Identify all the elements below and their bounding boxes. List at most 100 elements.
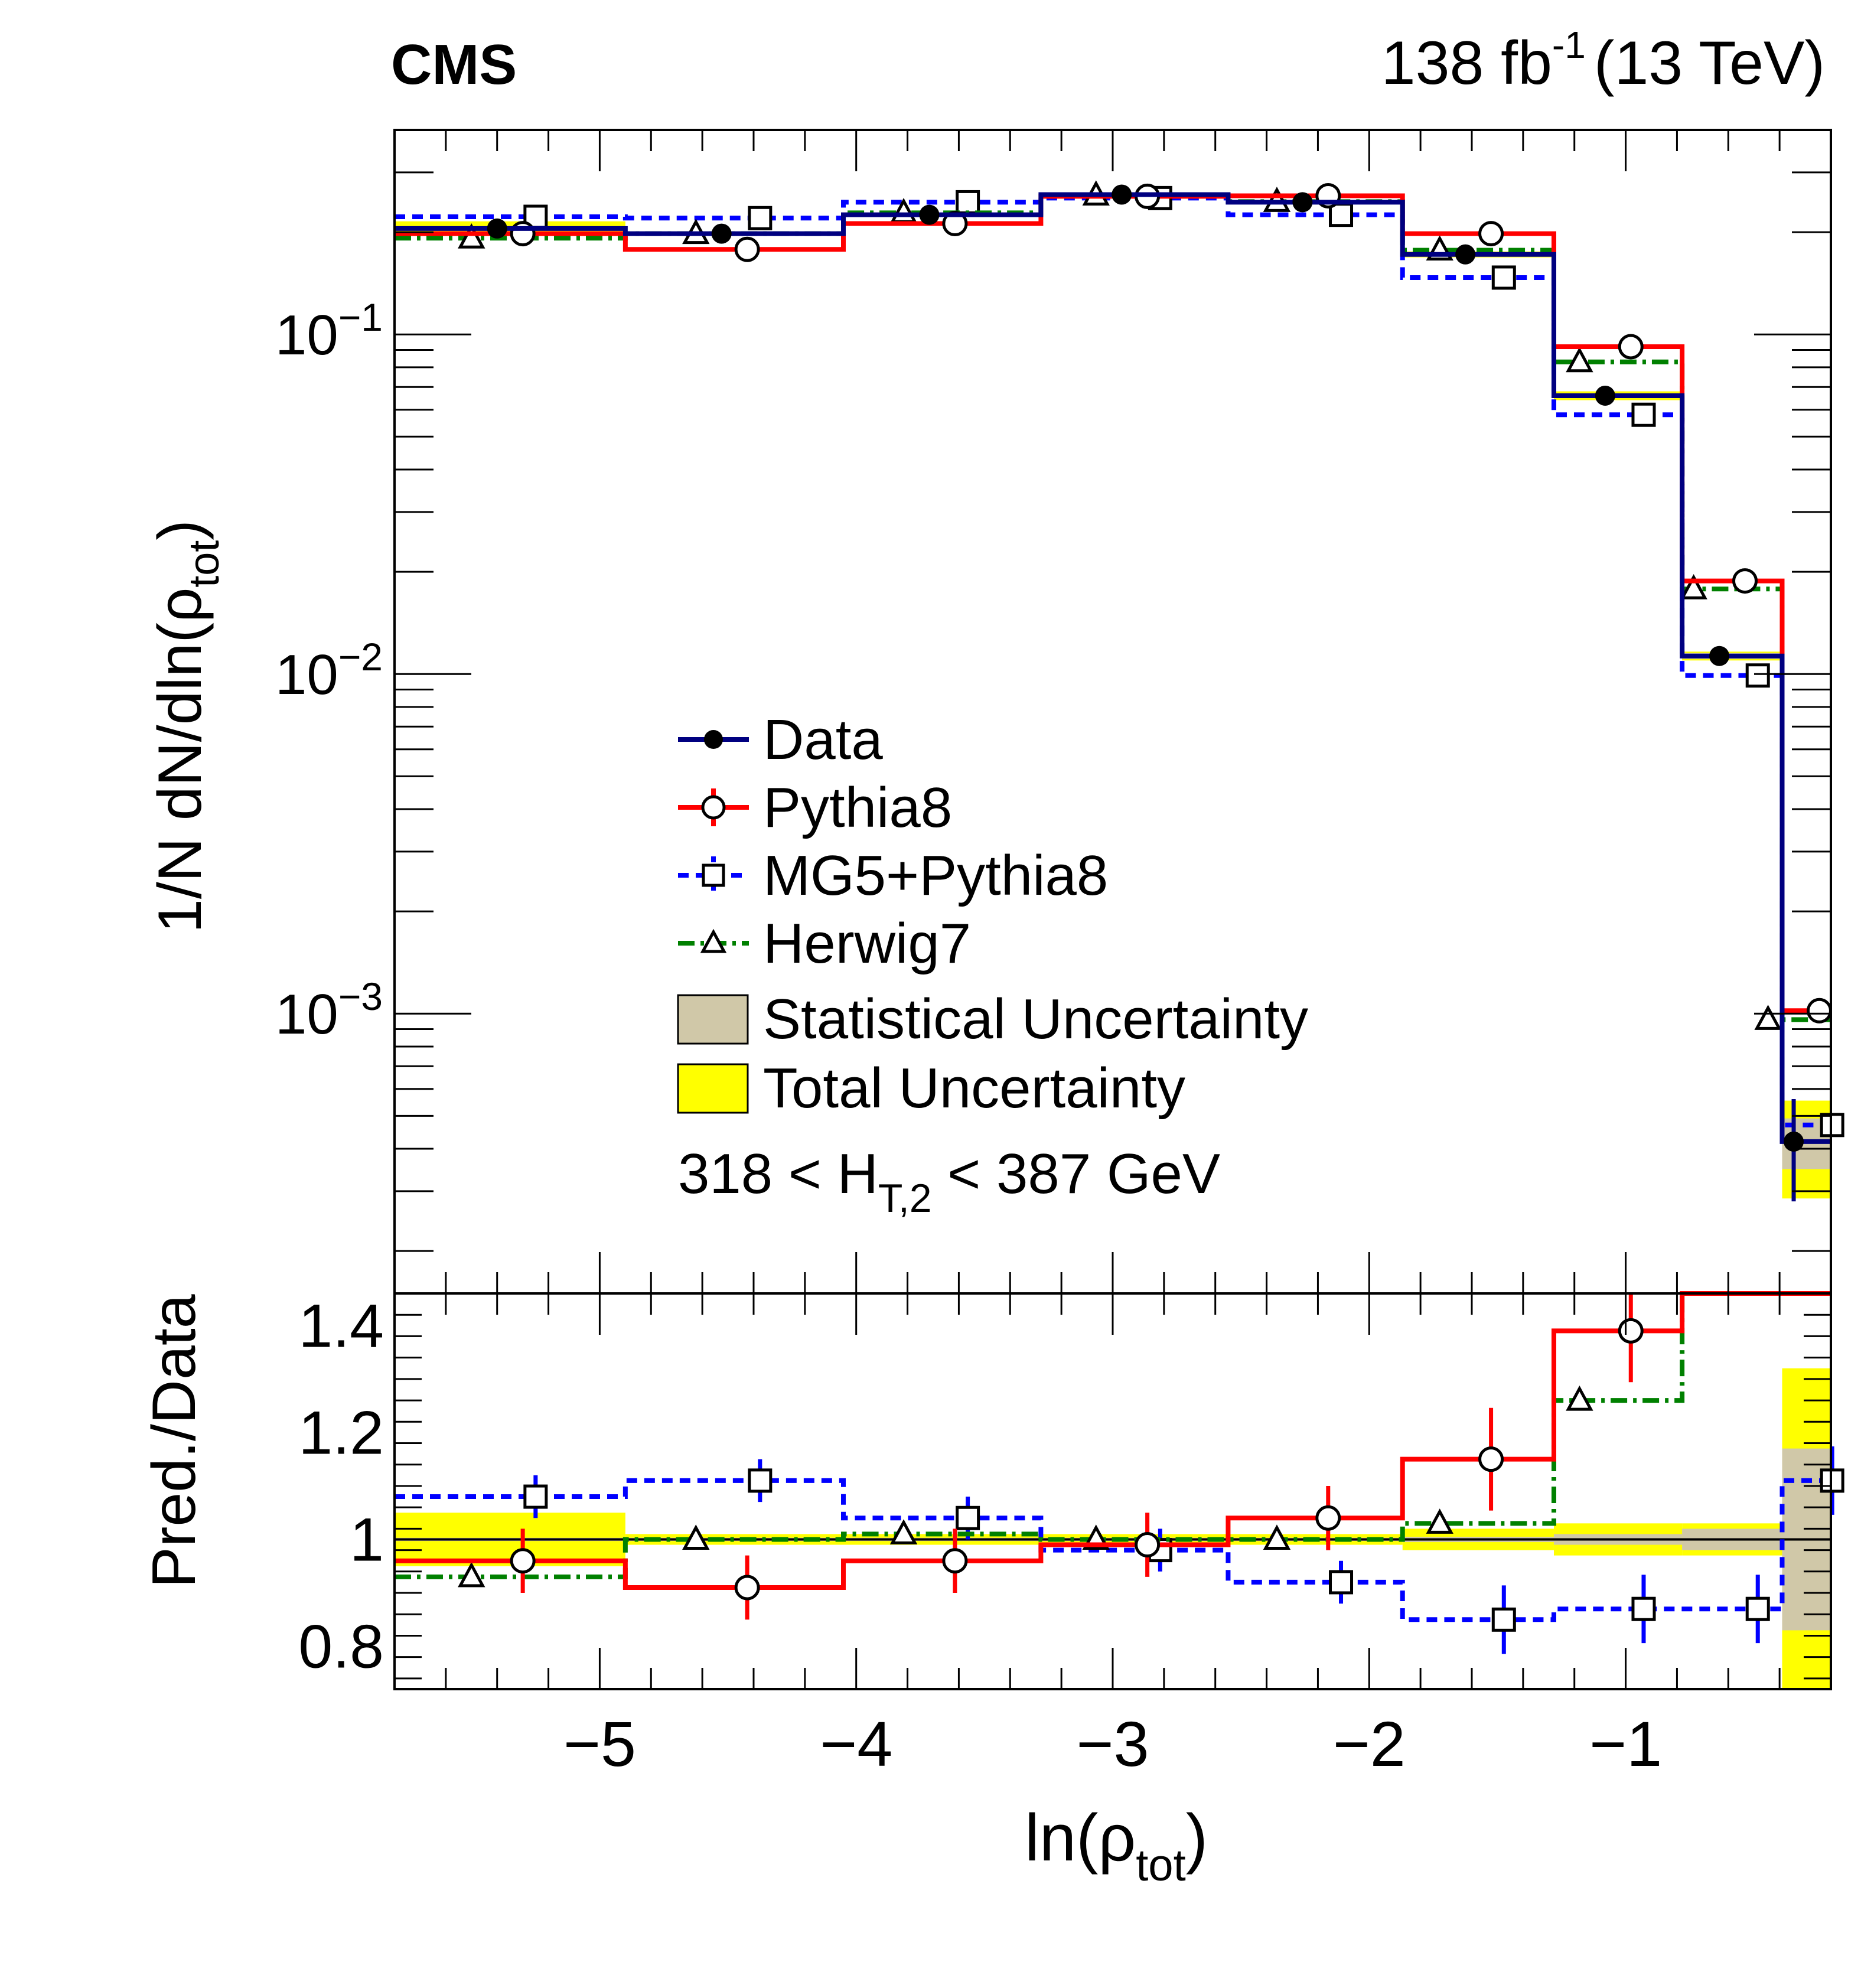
top-y-tick-label: 10−2 [275, 635, 383, 706]
ratio-marker [1566, 1385, 1593, 1411]
top-marker [956, 190, 980, 214]
top-marker [1618, 334, 1644, 360]
energy-label: (13 TeV) [1594, 29, 1825, 97]
bottom-y-axis-title: Pred./Data [140, 1294, 208, 1588]
top-y-tick-label: 10−3 [275, 975, 383, 1046]
ratio-y-tick-label: 1 [350, 1505, 384, 1574]
top-step-line [395, 193, 1831, 1022]
legend-entry-pythia8: Pythia8 [678, 776, 952, 839]
top-marker [1754, 1005, 1782, 1030]
top-marker [1595, 385, 1615, 406]
legend-label-pythia8: Pythia8 [763, 776, 952, 839]
ratio-marker [682, 1524, 710, 1550]
ratio-marker [1478, 1446, 1504, 1472]
legend-label-stat: Statistical Uncertainty [763, 988, 1308, 1051]
top-marker [1491, 265, 1516, 290]
top-marker [1329, 203, 1354, 227]
top-marker [711, 223, 732, 244]
ratio-series-group [395, 1291, 1844, 1654]
x-axis-title: ln(ρtot) [1025, 1801, 1208, 1891]
selection-post: < 387 GeV [932, 1142, 1220, 1205]
x-tick-label: −5 [563, 1708, 636, 1780]
top-series-mg5-pythia8 [395, 185, 1844, 1138]
top-marker [1292, 192, 1313, 213]
top-series-herwig7 [395, 180, 1831, 1030]
top-marker [487, 218, 507, 239]
legend-entry-total: Total Uncertainty [677, 1057, 1185, 1120]
experiment-label: CMS [391, 33, 517, 96]
x-tick-label: −1 [1589, 1708, 1662, 1780]
top-marker [1680, 573, 1707, 599]
top-series-group [395, 180, 1844, 1202]
top-marker [748, 206, 773, 230]
x-tick-label: −3 [1076, 1708, 1149, 1780]
top-marker [1631, 402, 1656, 427]
axes-group: −5 −4 −3 −2 −110−110−210−31.41.210.8 [275, 129, 1832, 1780]
legend-label-mg5: MG5+Pythia8 [763, 844, 1108, 907]
top-marker [510, 221, 536, 247]
top-marker [1806, 998, 1832, 1024]
ratio-y-tick-label: 0.8 [298, 1613, 384, 1681]
selection-sub: T,2 [878, 1176, 932, 1221]
top-marker [942, 211, 968, 237]
ratio-marker [942, 1548, 968, 1574]
top-marker [919, 204, 940, 225]
ratio-marker [734, 1575, 760, 1601]
legend-entry-data: Data [678, 708, 883, 771]
ratio-marker [1745, 1596, 1770, 1621]
top-y-title-sub: tot [181, 540, 228, 588]
tick-exponent: −2 [338, 635, 383, 679]
legend-label-total: Total Uncertainty [763, 1057, 1185, 1120]
lumi-exponent: -1 [1552, 24, 1586, 66]
top-y-title-close: ) [146, 520, 214, 540]
ratio-y-tick-label: 1.2 [298, 1399, 384, 1467]
legend-label-data: Data [763, 708, 883, 771]
x-title-close: ) [1186, 1801, 1208, 1875]
ratio-series-pythia8 [395, 1291, 1831, 1620]
ratio-marker [1491, 1607, 1516, 1632]
ratio-marker [523, 1484, 548, 1509]
top-marker [1112, 184, 1132, 205]
ratio-frame [393, 1292, 1832, 1690]
ratio-marker [1263, 1524, 1291, 1550]
ratio-marker [1618, 1318, 1644, 1344]
legend-entry-herwig7: Herwig7 [678, 912, 971, 975]
ratio-marker [748, 1468, 773, 1493]
top-y-tick-label: 10−1 [275, 295, 383, 367]
tick-base: 10 [275, 304, 338, 367]
top-marker [1732, 568, 1758, 594]
ratio-y-tick-label: 1.4 [298, 1292, 384, 1360]
top-marker [1820, 1113, 1844, 1138]
top-series-data [395, 184, 1831, 1202]
top-marker [1455, 244, 1476, 265]
top-y-axis-title: 1/N dN/dln(ρtot) [146, 520, 228, 933]
ratio-marker [889, 1519, 918, 1544]
lumi-label: 138 fb-1 (13 TeV) [1381, 24, 1825, 97]
top-step-line [395, 195, 1831, 1127]
tick-base: 10 [275, 983, 338, 1046]
top-y-title-main: 1/N dN/dln(ρ [146, 588, 214, 933]
ratio-marker [1426, 1508, 1453, 1534]
top-marker [1745, 663, 1770, 688]
lumi-value: 138 fb [1381, 29, 1552, 97]
top-series-pythia8 [395, 182, 1832, 1024]
top-marker [1709, 646, 1730, 666]
ratio-uncertainty-bands [395, 1368, 1831, 1689]
x-tick-label: −2 [1333, 1708, 1406, 1780]
ratio-marker [458, 1562, 485, 1588]
top-marker [1478, 221, 1504, 247]
legend: Data Pythia8 MG5+Pythia8 Herwig7 Statist… [677, 708, 1308, 1221]
top-step-line [395, 193, 1831, 1013]
x-title-main: ln(ρ [1025, 1801, 1136, 1875]
legend-entry-mg5: MG5+Pythia8 [678, 844, 1108, 907]
ratio-marker [1135, 1532, 1161, 1558]
tick-exponent: −3 [338, 975, 383, 1018]
ratio-marker [510, 1548, 536, 1574]
top-marker [1784, 1131, 1804, 1152]
ratio-marker [1631, 1596, 1656, 1621]
top-marker [734, 236, 760, 262]
selection-pre: 318 < H [678, 1142, 878, 1205]
ratio-step-line [395, 1291, 1831, 1590]
x-tick-label: −4 [820, 1708, 892, 1780]
